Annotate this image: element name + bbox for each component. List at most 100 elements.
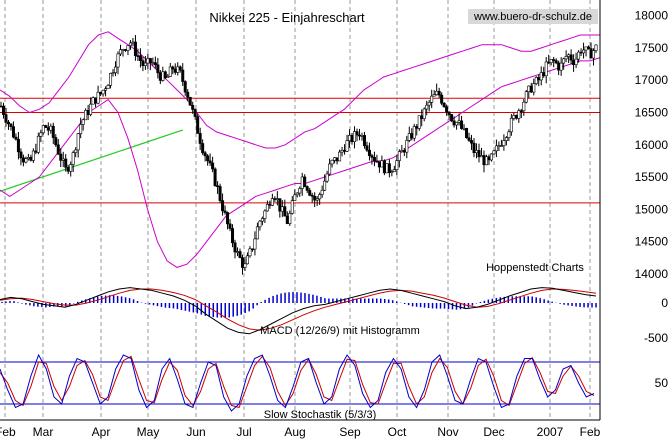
candle-body xyxy=(592,50,596,59)
candle-body xyxy=(188,96,192,106)
candle-body xyxy=(84,110,88,121)
candle-body xyxy=(552,59,556,61)
month-tick-label: Mar xyxy=(33,425,54,439)
candle-body xyxy=(288,213,292,224)
candle-body xyxy=(250,248,254,251)
candle-body xyxy=(517,110,521,119)
candle-body xyxy=(228,223,232,229)
candle-body xyxy=(79,124,83,134)
macd-signal-line xyxy=(0,288,597,331)
candle-body xyxy=(6,121,10,125)
candle-body xyxy=(338,151,342,162)
candle-body xyxy=(382,160,386,174)
candle-body xyxy=(218,186,222,201)
candle-body xyxy=(69,164,73,172)
candle-body xyxy=(524,91,528,103)
candle-body xyxy=(557,62,561,71)
candle-body xyxy=(470,140,474,144)
candle-body xyxy=(19,151,23,159)
candle-body xyxy=(49,125,53,131)
candle-body xyxy=(96,91,100,104)
chart-title: Nikkei 225 - Einjahreschart xyxy=(209,10,365,25)
candle-body xyxy=(131,41,135,44)
candle-body xyxy=(350,135,354,142)
candle-body xyxy=(166,76,170,78)
watermark: www.buero-dr-schulz.de xyxy=(473,11,592,23)
candle-body xyxy=(300,176,304,189)
candle-body xyxy=(290,200,294,214)
candle-body xyxy=(41,125,45,134)
candle-body xyxy=(432,94,436,97)
candle-body xyxy=(223,210,227,213)
candle-body xyxy=(579,51,583,54)
candle-body xyxy=(320,189,324,195)
candle-body xyxy=(173,68,177,73)
candle-body xyxy=(489,153,493,161)
month-tick-label: Sep xyxy=(339,425,361,439)
candle-body xyxy=(537,77,541,81)
candle-body xyxy=(447,111,451,115)
candle-body xyxy=(512,115,516,119)
candle-body xyxy=(465,128,469,139)
candle-body xyxy=(56,144,60,155)
stoch-panel xyxy=(0,353,600,412)
candle-body xyxy=(325,173,329,182)
candle-body xyxy=(567,54,571,57)
candle-body xyxy=(387,163,391,173)
candle-body xyxy=(59,153,63,161)
candle-body xyxy=(243,263,247,268)
candle-body xyxy=(126,45,130,51)
candle-body xyxy=(527,85,531,92)
candle-body xyxy=(138,55,142,61)
candle-body xyxy=(417,115,421,129)
candle-body xyxy=(206,155,210,162)
candle-body xyxy=(81,119,85,125)
candle-body xyxy=(594,44,598,51)
candle-body xyxy=(577,51,581,60)
candle-body xyxy=(437,90,441,96)
candle-body xyxy=(183,81,187,93)
candle-body xyxy=(427,102,431,106)
candle-body xyxy=(94,97,98,104)
candle-body xyxy=(233,242,237,253)
candle-body xyxy=(268,204,272,206)
price-tick-label: 18000 xyxy=(635,9,669,23)
candle-body xyxy=(44,125,48,128)
candle-body xyxy=(323,180,327,191)
price-tick-label: 17000 xyxy=(635,73,669,87)
candle-body xyxy=(161,71,165,81)
candle-body xyxy=(315,198,319,201)
candle-body xyxy=(392,169,396,172)
candle-body xyxy=(16,138,20,153)
candle-body xyxy=(330,159,334,165)
candle-body xyxy=(253,238,257,250)
candle-body xyxy=(509,117,513,133)
candle-body xyxy=(462,128,466,130)
candle-body xyxy=(539,72,543,81)
candle-body xyxy=(574,58,578,66)
candle-body xyxy=(582,49,586,54)
candle-body xyxy=(475,150,479,153)
candle-body xyxy=(61,158,65,161)
candle-body xyxy=(201,143,205,154)
month-tick-label: Aug xyxy=(284,425,305,439)
macd-tick-label: -500 xyxy=(644,331,668,345)
candle-body xyxy=(400,150,404,152)
candle-body xyxy=(146,58,150,64)
candle-body xyxy=(499,145,503,147)
candle-body xyxy=(305,186,309,191)
candle-body xyxy=(263,210,267,219)
candle-body xyxy=(587,46,591,49)
candle-body xyxy=(529,85,533,93)
candle-body xyxy=(502,140,506,146)
candle-body xyxy=(412,126,416,139)
candle-body xyxy=(547,61,551,64)
candle-body xyxy=(171,66,175,70)
candle-body xyxy=(51,125,55,138)
candle-body xyxy=(24,158,28,163)
candle-body xyxy=(367,149,371,156)
candle-body xyxy=(397,151,401,161)
candle-body xyxy=(377,161,381,168)
candle-body xyxy=(1,105,5,115)
candle-body xyxy=(348,135,352,141)
